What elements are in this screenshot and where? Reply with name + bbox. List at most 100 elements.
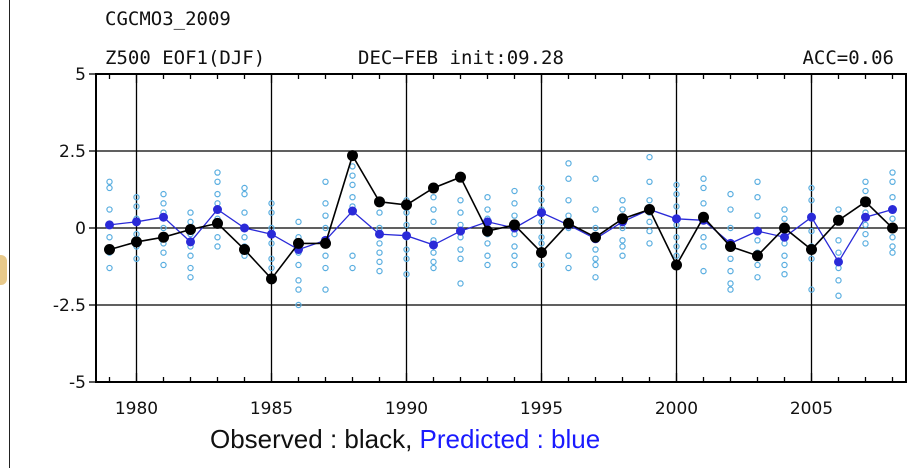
ensemble-member-point <box>538 218 545 226</box>
x-tick-label: 1985 <box>250 399 293 419</box>
ensemble-member-point <box>268 255 275 262</box>
ensemble-member-point <box>565 252 572 259</box>
predicted-point <box>807 212 816 222</box>
predicted-point <box>267 229 276 239</box>
ensemble-member-point <box>673 252 680 259</box>
observed-point <box>482 225 493 237</box>
ensemble-member-point <box>106 206 113 213</box>
predicted-point <box>213 205 222 215</box>
observed-point <box>806 244 817 256</box>
ensemble-member-point <box>484 252 491 259</box>
ensemble-member-point <box>889 249 896 256</box>
ensemble-member-point <box>727 286 734 293</box>
ensemble-member-point <box>700 234 707 241</box>
x-tick-label: 2005 <box>790 399 833 419</box>
ensemble-member-point <box>808 197 815 204</box>
ensemble-member-point <box>754 212 761 219</box>
ensemble-member-point <box>349 172 356 179</box>
y-tick-label: 2.5 <box>59 142 86 162</box>
ensemble-member-point <box>889 215 896 222</box>
left-edge-strip <box>0 0 12 468</box>
ensemble-member-point <box>835 277 842 284</box>
field-title: Z500 EOF1(DJF) <box>105 47 265 69</box>
ensemble-member-point <box>241 234 248 241</box>
ensemble-member-point <box>646 240 653 247</box>
ensemble-member-point <box>592 255 599 262</box>
ensemble-member-point <box>862 240 869 247</box>
ensemble-member-point <box>592 206 599 213</box>
ensemble-member-point <box>214 190 221 198</box>
x-tick-label: 1980 <box>115 399 158 419</box>
ensemble-member-point <box>619 252 626 259</box>
ensemble-member-point <box>484 240 491 247</box>
ensemble-member-point <box>565 264 572 272</box>
x-tick-label: 2000 <box>655 399 698 419</box>
observed-point <box>563 217 574 229</box>
ensemble-member-point <box>376 258 383 266</box>
ensemble-member-point <box>106 264 113 272</box>
ensemble-member-point <box>511 212 518 219</box>
ensemble-member-point <box>511 200 518 207</box>
observed-point <box>536 247 547 259</box>
ensemble-member-point <box>160 200 167 207</box>
ensemble-member-point <box>187 264 194 272</box>
predicted-point <box>483 217 492 227</box>
predicted-point <box>105 220 114 230</box>
ensemble-member-point <box>889 234 896 241</box>
ensemble-member-point <box>673 234 680 241</box>
ensemble-member-point <box>700 267 707 275</box>
ensemble-member-point <box>511 261 518 269</box>
ensemble-member-point <box>889 169 896 176</box>
ensemble-member-point <box>457 246 464 253</box>
ensemble-member-point <box>160 224 167 232</box>
ensemble-member-point <box>592 274 599 281</box>
ensemble-member-point <box>430 264 437 272</box>
observed-point <box>698 211 709 223</box>
observed-point <box>212 217 223 229</box>
ensemble-member-point <box>295 301 302 309</box>
ensemble-member-point <box>808 184 815 192</box>
ensemble-member-point <box>106 178 113 185</box>
ensemble-member-point <box>430 218 437 226</box>
ensemble-member-point <box>889 193 896 201</box>
observed-point <box>185 224 196 236</box>
ensemble-member-point <box>133 203 140 210</box>
ensemble-member-point <box>457 209 464 216</box>
ensemble-member-point <box>349 193 356 201</box>
ensemble-member-point <box>646 178 653 185</box>
ensemble-member-point <box>727 206 734 213</box>
ensemble-member-point <box>538 234 545 241</box>
ensemble-member-point <box>592 224 599 232</box>
ensemble-member-point <box>862 187 869 195</box>
ensemble-member-point <box>214 178 221 185</box>
ensemble-member-point <box>349 181 356 189</box>
legend-caption: Observed : black, Predicted : blue <box>210 424 830 455</box>
predicted-point <box>159 212 168 222</box>
ensemble-member-point <box>727 190 734 198</box>
ensemble-member-point <box>862 221 869 229</box>
ensemble-member-point <box>538 240 545 247</box>
predicted-point <box>186 237 195 247</box>
ensemble-member-point <box>484 206 491 213</box>
ensemble-member-point <box>133 255 140 262</box>
observed-point <box>320 237 331 249</box>
ensemble-member-point <box>430 206 437 213</box>
ensemble-member-point <box>349 252 356 259</box>
observed-point <box>239 244 250 256</box>
ensemble-member-point <box>781 252 788 259</box>
ensemble-member-point <box>835 237 842 244</box>
observed-point <box>860 196 871 208</box>
ensemble-member-point <box>727 267 734 275</box>
observed-point <box>428 182 439 194</box>
ensemble-member-point <box>160 261 167 269</box>
predicted-series-layer <box>105 205 897 267</box>
predicted-point <box>429 240 438 250</box>
ensemble-member-point <box>646 197 653 204</box>
model-title: CGCMO3_2009 <box>105 8 231 30</box>
ensemble-member-point <box>268 209 275 216</box>
ensemble-member-point <box>241 209 248 216</box>
ensemble-member-point <box>808 286 815 293</box>
ensemble-member-point <box>295 218 302 226</box>
ensemble-member-point <box>727 280 734 287</box>
ensemble-member-point <box>241 190 248 198</box>
